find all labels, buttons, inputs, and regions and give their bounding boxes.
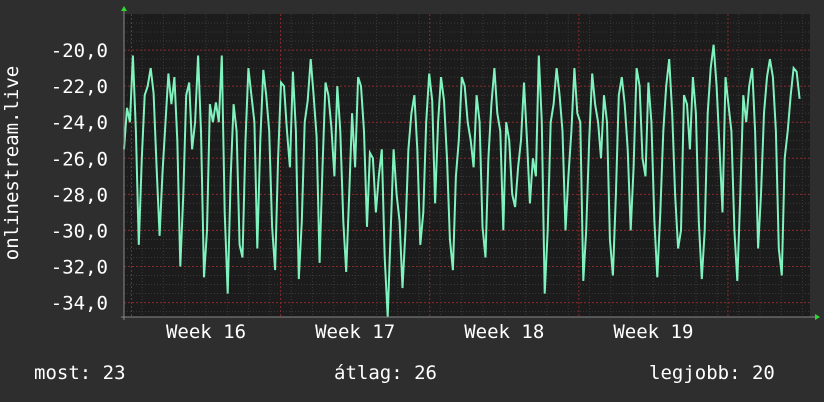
x-tick-label: Week 16 [166, 321, 246, 343]
series-line [123, 44, 801, 318]
y-tick-label: -34,0 [51, 293, 108, 315]
y-axis-arrow [121, 6, 127, 11]
x-axis-arrow [815, 314, 820, 320]
x-tick-label: Week 19 [613, 321, 693, 343]
y-tick-label: -30,0 [51, 220, 108, 242]
y-tick-label: -32,0 [51, 257, 108, 279]
y-tick-label: -26,0 [51, 148, 108, 170]
y-axis-label: onlinestream.live [1, 66, 23, 260]
stat-max: legjobb: 20 [649, 362, 775, 384]
y-tick-label: -22,0 [51, 76, 108, 98]
y-tick-label: -28,0 [51, 184, 108, 206]
stat-current: most: 23 [34, 362, 126, 384]
y-tick-label: -24,0 [51, 112, 108, 134]
y-tick-label: -20,0 [51, 40, 108, 62]
x-tick-label: Week 18 [464, 321, 544, 343]
stat-average: átlag: 26 [334, 362, 437, 384]
x-tick-label: Week 17 [315, 321, 395, 343]
